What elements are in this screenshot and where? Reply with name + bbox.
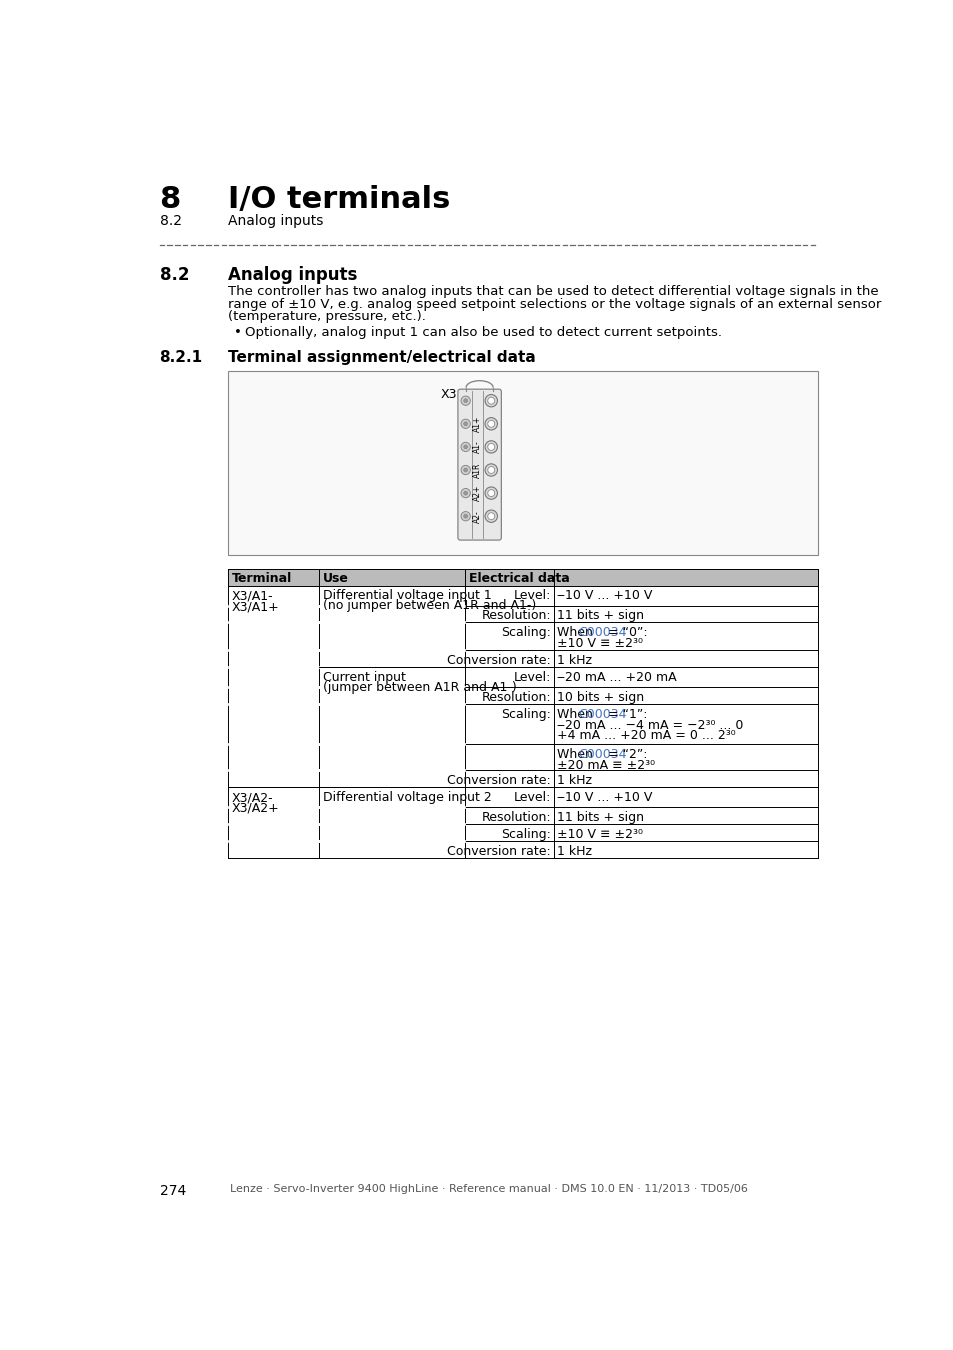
Text: Level:: Level: <box>513 590 550 602</box>
Circle shape <box>460 512 470 521</box>
Text: When: When <box>557 748 597 761</box>
Text: X3/A2+: X3/A2+ <box>232 802 279 815</box>
Text: Level:: Level: <box>513 671 550 684</box>
Text: A1-: A1- <box>473 440 481 454</box>
Text: (no jumper between A1R and A1-): (no jumper between A1R and A1-) <box>323 599 536 613</box>
Text: 11 bits + sign: 11 bits + sign <box>557 609 643 622</box>
Text: X3/A1+: X3/A1+ <box>232 601 279 613</box>
Text: Scaling:: Scaling: <box>500 707 550 721</box>
Circle shape <box>463 468 467 472</box>
Text: I/O terminals: I/O terminals <box>228 185 450 215</box>
Text: 1 kHz: 1 kHz <box>557 653 592 667</box>
Text: C00034: C00034 <box>578 707 626 721</box>
Bar <box>228 568 818 586</box>
Text: 10 bits + sign: 10 bits + sign <box>557 691 643 703</box>
Text: = “0”:: = “0”: <box>603 626 647 640</box>
Text: X3/A1-: X3/A1- <box>232 590 273 602</box>
Text: (temperature, pressure, etc.).: (temperature, pressure, etc.). <box>228 310 425 323</box>
Text: A1R: A1R <box>473 462 481 478</box>
Text: When: When <box>557 626 597 640</box>
Circle shape <box>487 513 495 520</box>
Text: Use: Use <box>323 572 349 586</box>
FancyBboxPatch shape <box>457 389 500 540</box>
Text: Resolution:: Resolution: <box>481 609 550 622</box>
Text: A2-: A2- <box>473 510 481 522</box>
Text: Conversion rate:: Conversion rate: <box>447 845 550 859</box>
Text: Terminal: Terminal <box>232 572 292 586</box>
Circle shape <box>487 397 495 404</box>
Circle shape <box>463 514 467 518</box>
Text: 1 kHz: 1 kHz <box>557 774 592 787</box>
Text: The controller has two analog inputs that can be used to detect differential vol: The controller has two analog inputs tha… <box>228 285 878 298</box>
Circle shape <box>487 420 495 427</box>
Text: When: When <box>557 707 597 721</box>
Text: 8.2.1: 8.2.1 <box>159 350 202 365</box>
Text: (jumper between A1R and A1-): (jumper between A1R and A1-) <box>323 680 517 694</box>
Circle shape <box>484 394 497 406</box>
Circle shape <box>484 487 497 500</box>
Text: Differential voltage input 2: Differential voltage input 2 <box>323 791 492 805</box>
Text: 11 bits + sign: 11 bits + sign <box>557 811 643 824</box>
Circle shape <box>487 467 495 474</box>
Text: Lenze · Servo-Inverter 9400 HighLine · Reference manual · DMS 10.0 EN · 11/2013 : Lenze · Servo-Inverter 9400 HighLine · R… <box>230 1184 747 1193</box>
Text: Analog inputs: Analog inputs <box>228 266 356 283</box>
Text: ‒10 V ... +10 V: ‒10 V ... +10 V <box>557 791 652 805</box>
Text: X3: X3 <box>440 387 456 401</box>
Text: = “2”:: = “2”: <box>603 748 647 761</box>
Text: Differential voltage input 1: Differential voltage input 1 <box>323 590 492 602</box>
Text: range of ±10 V, e.g. analog speed setpoint selections or the voltage signals of : range of ±10 V, e.g. analog speed setpoi… <box>228 297 881 310</box>
Circle shape <box>460 443 470 451</box>
Circle shape <box>460 420 470 428</box>
Circle shape <box>460 489 470 498</box>
Circle shape <box>463 398 467 402</box>
Text: ±10 V ≡ ±2³⁰: ±10 V ≡ ±2³⁰ <box>557 828 642 841</box>
Text: +4 mA ... +20 mA = 0 ... 2³⁰: +4 mA ... +20 mA = 0 ... 2³⁰ <box>557 729 735 742</box>
Text: 274: 274 <box>159 1184 186 1197</box>
Text: Optionally, analog input 1 can also be used to detect current setpoints.: Optionally, analog input 1 can also be u… <box>245 325 721 339</box>
Text: A1+: A1+ <box>473 416 481 432</box>
Text: Level:: Level: <box>513 791 550 805</box>
Text: C00034: C00034 <box>578 626 626 640</box>
Text: Conversion rate:: Conversion rate: <box>447 774 550 787</box>
Circle shape <box>484 464 497 477</box>
Circle shape <box>463 446 467 448</box>
Circle shape <box>487 490 495 497</box>
Text: A2+: A2+ <box>473 485 481 501</box>
Text: •: • <box>233 325 241 339</box>
Text: Scaling:: Scaling: <box>500 828 550 841</box>
Bar <box>228 568 818 859</box>
Text: Resolution:: Resolution: <box>481 691 550 703</box>
Text: ±10 V ≡ ±2³⁰: ±10 V ≡ ±2³⁰ <box>557 637 642 651</box>
Text: Scaling:: Scaling: <box>500 626 550 640</box>
Text: Resolution:: Resolution: <box>481 811 550 824</box>
Circle shape <box>484 510 497 522</box>
Text: 8.2: 8.2 <box>159 215 181 228</box>
Circle shape <box>463 491 467 495</box>
Text: Analog inputs: Analog inputs <box>228 215 323 228</box>
Text: 8.2: 8.2 <box>159 266 189 283</box>
Text: ‒20 mA ... −4 mA = −2³⁰ ... 0: ‒20 mA ... −4 mA = −2³⁰ ... 0 <box>557 718 742 732</box>
Text: Terminal assignment/electrical data: Terminal assignment/electrical data <box>228 350 535 365</box>
Circle shape <box>484 417 497 429</box>
Text: = “1”:: = “1”: <box>603 707 647 721</box>
Circle shape <box>460 466 470 475</box>
Circle shape <box>460 396 470 405</box>
Circle shape <box>463 421 467 425</box>
Circle shape <box>487 443 495 451</box>
Text: Electrical data: Electrical data <box>468 572 569 586</box>
Text: Current input: Current input <box>323 671 406 684</box>
Text: 1 kHz: 1 kHz <box>557 845 592 859</box>
Text: ‒20 mA ... +20 mA: ‒20 mA ... +20 mA <box>557 671 676 684</box>
Text: Conversion rate:: Conversion rate: <box>447 653 550 667</box>
Bar <box>228 371 818 555</box>
Text: C00034: C00034 <box>578 748 626 761</box>
Text: 8: 8 <box>159 185 181 215</box>
Text: ±20 mA ≡ ±2³⁰: ±20 mA ≡ ±2³⁰ <box>557 759 655 772</box>
Circle shape <box>484 440 497 454</box>
Text: ‒10 V ... +10 V: ‒10 V ... +10 V <box>557 590 652 602</box>
Text: X3/A2-: X3/A2- <box>232 791 273 805</box>
